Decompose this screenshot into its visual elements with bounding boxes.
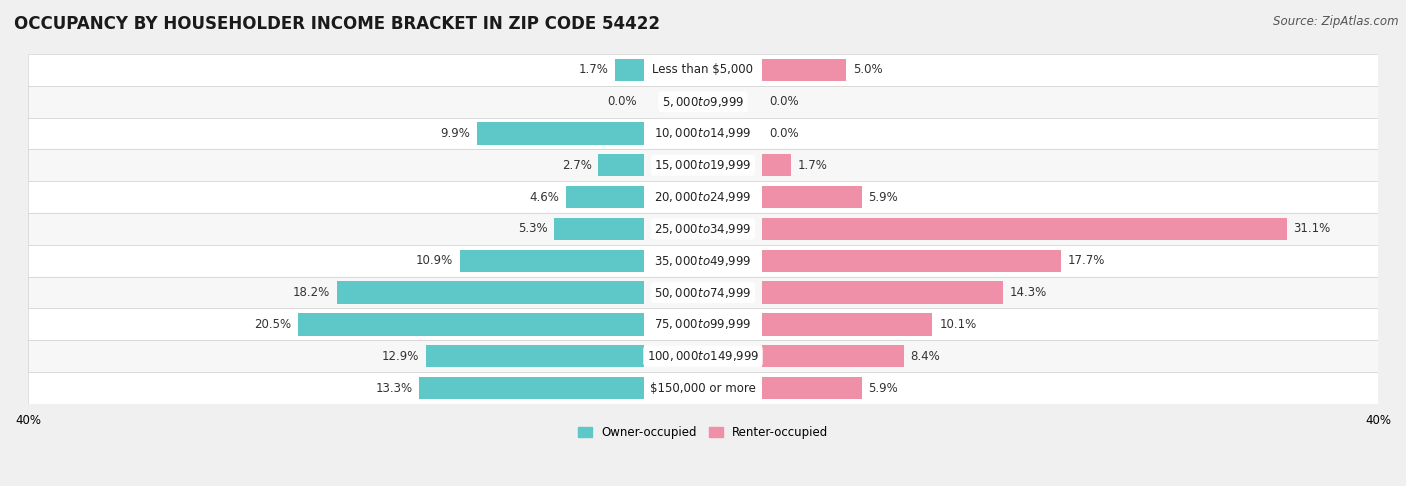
Text: 8.4%: 8.4% (911, 350, 941, 363)
Text: 5.0%: 5.0% (853, 63, 883, 76)
Bar (762, 377, 862, 399)
Text: $15,000 to $19,999: $15,000 to $19,999 (654, 158, 752, 172)
Text: $100,000 to $149,999: $100,000 to $149,999 (647, 349, 759, 363)
Text: 18.2%: 18.2% (292, 286, 330, 299)
Text: 1.7%: 1.7% (579, 63, 609, 76)
Text: 12.9%: 12.9% (382, 350, 419, 363)
Bar (28, 118, 1378, 149)
Bar (337, 281, 644, 304)
Bar (477, 122, 644, 144)
Text: 13.3%: 13.3% (375, 382, 413, 395)
Bar (762, 345, 904, 367)
Text: 4.6%: 4.6% (530, 191, 560, 204)
Text: $35,000 to $49,999: $35,000 to $49,999 (654, 254, 752, 268)
Text: Source: ZipAtlas.com: Source: ZipAtlas.com (1274, 15, 1399, 28)
Text: 0.0%: 0.0% (607, 95, 637, 108)
Bar (567, 186, 644, 208)
Bar (28, 245, 1378, 277)
Bar (28, 213, 1378, 245)
Text: $10,000 to $14,999: $10,000 to $14,999 (654, 126, 752, 140)
Text: 5.3%: 5.3% (519, 223, 548, 235)
Bar (762, 186, 862, 208)
Text: 1.7%: 1.7% (797, 159, 827, 172)
Bar (28, 86, 1378, 118)
Text: $25,000 to $34,999: $25,000 to $34,999 (654, 222, 752, 236)
Text: $50,000 to $74,999: $50,000 to $74,999 (654, 286, 752, 299)
Bar (28, 277, 1378, 309)
Text: $20,000 to $24,999: $20,000 to $24,999 (654, 190, 752, 204)
Bar (762, 250, 1060, 272)
Bar (426, 345, 644, 367)
Text: 0.0%: 0.0% (769, 127, 799, 140)
Bar (762, 218, 1286, 240)
Bar (298, 313, 644, 335)
Bar (762, 281, 1004, 304)
Text: 10.1%: 10.1% (939, 318, 977, 331)
Text: 20.5%: 20.5% (254, 318, 291, 331)
Text: 5.9%: 5.9% (869, 382, 898, 395)
Bar (762, 313, 932, 335)
Bar (599, 154, 644, 176)
Text: 5.9%: 5.9% (869, 191, 898, 204)
Legend: Owner-occupied, Renter-occupied: Owner-occupied, Renter-occupied (572, 421, 834, 444)
Text: 9.9%: 9.9% (440, 127, 470, 140)
Bar (460, 250, 644, 272)
Bar (28, 149, 1378, 181)
Bar (28, 340, 1378, 372)
Text: $75,000 to $99,999: $75,000 to $99,999 (654, 317, 752, 331)
Text: 17.7%: 17.7% (1067, 254, 1105, 267)
Text: 10.9%: 10.9% (416, 254, 453, 267)
Text: $5,000 to $9,999: $5,000 to $9,999 (662, 95, 744, 108)
Text: OCCUPANCY BY HOUSEHOLDER INCOME BRACKET IN ZIP CODE 54422: OCCUPANCY BY HOUSEHOLDER INCOME BRACKET … (14, 15, 659, 33)
Bar (616, 59, 644, 81)
Text: Less than $5,000: Less than $5,000 (652, 63, 754, 76)
Bar (28, 309, 1378, 340)
Text: 2.7%: 2.7% (562, 159, 592, 172)
Text: 14.3%: 14.3% (1010, 286, 1047, 299)
Bar (28, 54, 1378, 86)
Text: 0.0%: 0.0% (769, 95, 799, 108)
Text: $150,000 or more: $150,000 or more (650, 382, 756, 395)
Bar (554, 218, 644, 240)
Bar (762, 59, 846, 81)
Bar (419, 377, 644, 399)
Text: 31.1%: 31.1% (1294, 223, 1331, 235)
Bar (28, 181, 1378, 213)
Bar (762, 154, 790, 176)
Bar (28, 372, 1378, 404)
